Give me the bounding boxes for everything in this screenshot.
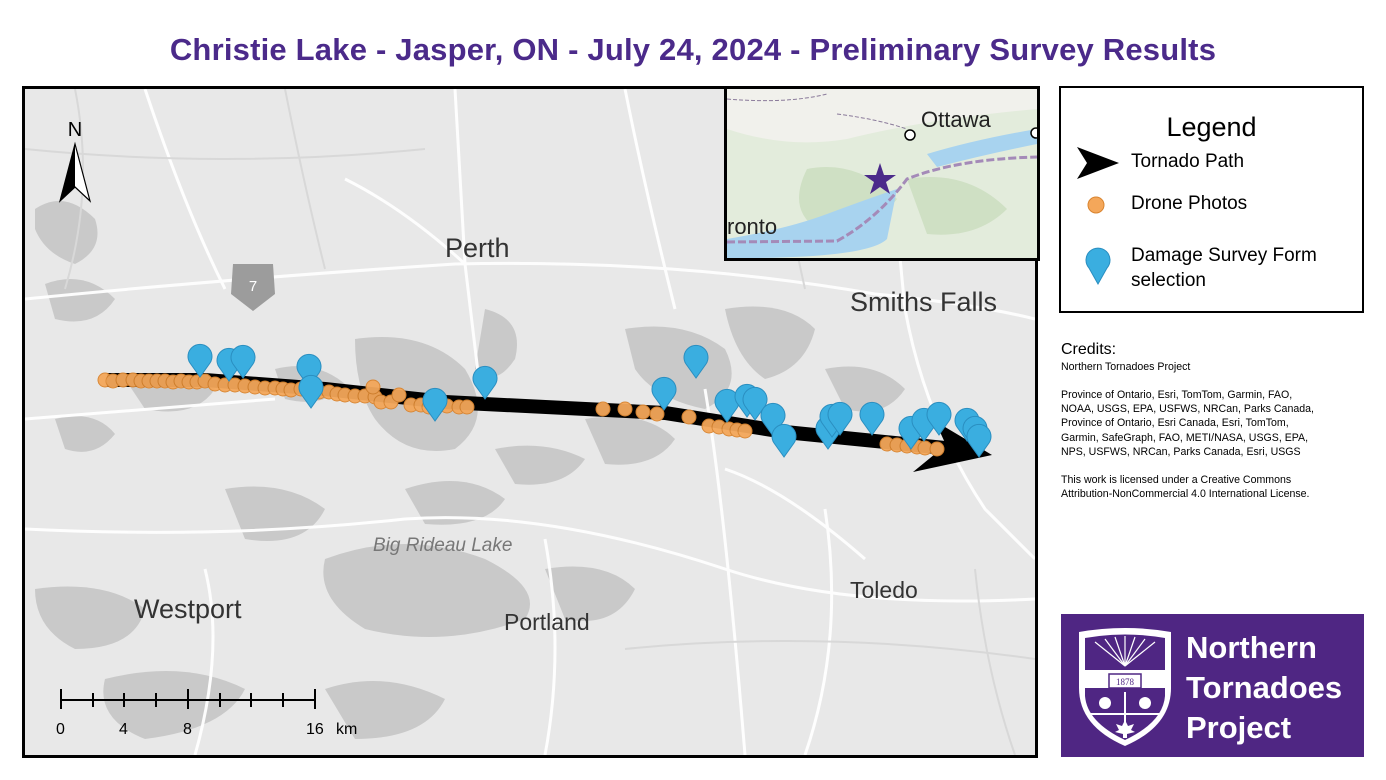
drone-photo-marker[interactable] [617,401,633,417]
damage-survey-marker[interactable] [683,344,709,379]
lake-label-big-rideau: Big Rideau Lake [373,535,513,556]
credits-line: This work is licensed under a Creative C… [1061,474,1292,486]
damage-survey-marker[interactable] [771,423,797,458]
north-label: N [68,119,82,141]
credits-line: Province of Ontario, Esri Canada, Esri, … [1061,417,1289,430]
drone-photo-marker[interactable] [391,387,407,403]
drone-photo-marker[interactable] [365,379,381,395]
credits-line: NOAA, USGS, EPA, USFWS, NRCan, Parks Can… [1061,403,1314,416]
damage-survey-marker[interactable] [187,343,213,378]
drone-photo-marker[interactable] [737,423,753,439]
highway-shield-number: 7 [249,278,257,295]
drone-photo-dot-icon [1087,196,1105,214]
drone-photo-marker[interactable] [595,401,611,417]
drone-photo-marker[interactable] [459,399,475,415]
drone-photo-marker[interactable] [681,409,697,425]
scale-tick-16: 16 [306,721,324,738]
inset-locator-map[interactable]: Ottawa ronto [724,86,1040,261]
ntp-logo: 1878 Northern Tornadoes Project [1061,614,1364,757]
location-star-icon [864,163,896,194]
scale-tick-0: 0 [56,721,65,738]
damage-survey-marker[interactable] [230,344,256,379]
legend: Legend Tornado Path Drone Photos Damage … [1059,86,1364,313]
legend-tornado-path: Tornado Path [1131,151,1245,172]
shield-year: 1878 [1116,677,1135,687]
legend-drone-photos: Drone Photos [1131,193,1248,214]
inset-label-ottawa: Ottawa [921,107,991,132]
credits-heading: Credits: [1061,341,1117,358]
damage-survey-layer [187,343,992,458]
place-label-westport: Westport [134,594,242,624]
place-label-toledo: Toledo [850,577,918,603]
north-arrow: N [58,119,92,203]
legend-title: Legend [1166,112,1257,142]
damage-survey-marker[interactable] [926,401,952,436]
legend-damage-line2: selection [1131,270,1206,291]
drone-photos-layer [97,372,945,457]
credits-line: NPS, USFWS, NRCan, Parks Canada, Esri, U… [1061,445,1301,458]
scale-tick-4: 4 [119,721,128,738]
credits-line1: Northern Tornadoes Project [1061,361,1191,373]
inset-canvas: Ottawa ronto [727,89,1037,258]
scale-tick-8: 8 [183,721,192,738]
damage-pin-icon [1085,247,1111,286]
tornado-path-arrow-icon [1077,147,1119,179]
place-label-smiths-falls: Smiths Falls [850,287,998,317]
damage-survey-marker[interactable] [296,353,322,388]
damage-survey-marker[interactable] [472,365,498,400]
map-canvas[interactable]: 7 N [25,89,1035,755]
place-label-perth: Perth [445,233,510,263]
credits-block2: Province of Ontario, Esri, TomTom, Garmi… [1061,388,1366,459]
damage-survey-marker[interactable] [742,386,768,421]
inset-label-toronto: ronto [727,214,777,239]
damage-survey-marker[interactable] [651,376,677,411]
drone-photo-marker[interactable] [635,404,651,420]
credits-block3: This work is licensed under a Creative C… [1061,473,1366,501]
credits-line: Attribution-NonCommercial 4.0 Internatio… [1061,488,1310,501]
damage-survey-marker[interactable] [422,387,448,422]
university-shield-icon: 1878 [1079,628,1171,746]
legend-damage-line1: Damage Survey Form [1131,245,1317,266]
scale-unit: km [336,721,358,738]
damage-survey-marker[interactable] [760,402,786,437]
logo-line-northern: Northern [1186,630,1317,665]
highway-7-shield: 7 [231,264,275,311]
scale-bar [60,689,316,709]
page-title: Christie Lake - Jasper, ON - July 24, 20… [169,32,1217,67]
damage-survey-marker[interactable] [827,401,853,436]
credits-line: Garmin, SafeGraph, FAO, METI/NASA, USGS,… [1061,431,1309,444]
drone-photo-marker[interactable] [929,441,945,457]
logo-line-project: Project [1186,710,1292,745]
credits-line: Province of Ontario, Esri, TomTom, Garmi… [1061,389,1293,401]
place-label-portland: Portland [504,609,590,635]
damage-survey-marker[interactable] [298,374,324,409]
logo-line-tornadoes: Tornadoes [1186,670,1343,705]
lakes-layer [35,201,905,739]
damage-survey-marker[interactable] [859,401,885,436]
drone-photo-marker[interactable] [649,406,665,422]
damage-survey-marker[interactable] [966,423,992,458]
